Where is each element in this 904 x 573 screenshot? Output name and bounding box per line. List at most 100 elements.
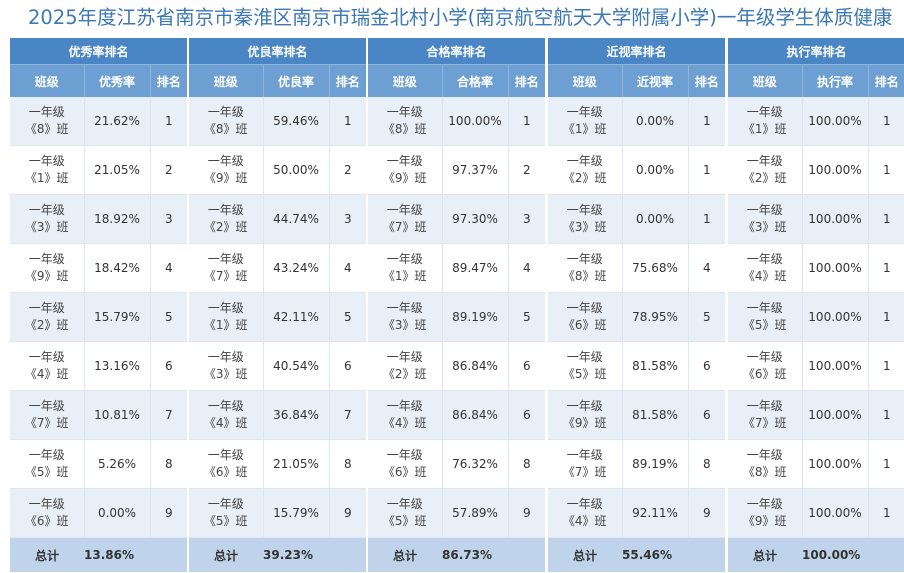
table-row: 一年级 《8》班 100.00% 1 xyxy=(728,439,904,489)
rank-value: 8 xyxy=(149,439,188,489)
class-cell: 一年级《7》班 xyxy=(10,390,84,440)
rank-value: 5 xyxy=(328,292,367,342)
rank-value: 6 xyxy=(687,390,726,440)
class-label: 《8》班 xyxy=(203,122,248,136)
grade-label: 一年级 xyxy=(207,497,244,511)
grade-label: 一年级 xyxy=(566,252,603,266)
grade-label: 一年级 xyxy=(28,203,65,217)
metric-value: 78.95% xyxy=(621,292,688,342)
class-cell: 一年级 《2》班 xyxy=(10,292,84,342)
rank-value: 6 xyxy=(149,341,188,391)
grade-label: 一年级 xyxy=(28,350,65,364)
class-label: 《2》班 xyxy=(742,171,787,185)
good-rank-table: 优良率排名 班级 优良率 排名 一年级 《8》班 59.46% 1 一年级 《9》班 50.00% 2… xyxy=(189,38,367,572)
total-label: 总计 xyxy=(728,537,802,572)
class-cell: 一年级《8》班 xyxy=(548,243,622,293)
grade-label: 一年级 xyxy=(207,301,244,315)
page-title: 2025年度江苏省南京市秦淮区南京市瑞金北村小学(南京航空航天大学附属小学)一年… xyxy=(28,6,893,29)
total-value: 13.86% xyxy=(84,537,188,572)
rank-value: 1 xyxy=(867,194,904,244)
table-title: 近视率排名 xyxy=(548,38,726,65)
grade-label: 一年级 xyxy=(566,448,603,462)
class-label: 《3》班 xyxy=(742,220,787,234)
table-row: 一年级 《1》班 89.47% 4 xyxy=(368,243,546,293)
rank-value: 1 xyxy=(687,194,726,244)
table-row: 一年级 《2》班 86.84% 6 xyxy=(368,341,546,391)
table-row: 一年级 《6》班 21.05% 8 xyxy=(189,439,367,489)
class-label: 《9》班 xyxy=(24,269,69,283)
rank-column-header: 排名 xyxy=(149,64,188,97)
class-label: 《7》班 xyxy=(562,465,607,479)
class-cell: 一年级 《9》班 xyxy=(10,243,84,293)
rank-value: 2 xyxy=(328,145,367,195)
table-row: 一年级 《6》班 78.95% 5 xyxy=(548,292,726,342)
rank-value: 9 xyxy=(687,488,726,538)
table-row: 一年级 《3》班 18.92% 3 xyxy=(10,194,188,244)
metric-value: 100.00% xyxy=(801,97,868,146)
class-cell: 一年级 《6》班 xyxy=(548,292,622,342)
table-row: 一年级 《8》班 59.46% 1 xyxy=(189,97,367,146)
grade-label: 一年级 xyxy=(386,301,423,315)
rank-value: 8 xyxy=(328,439,367,489)
table-row: 一年级 《7》班 89.19% 8 xyxy=(548,439,726,489)
class-label: 《6》班 xyxy=(382,465,427,479)
grade-label: 一年级 xyxy=(28,301,65,315)
rank-value: 1 xyxy=(867,341,904,391)
rank-value: 1 xyxy=(507,97,546,146)
class-label: 《5》班 xyxy=(203,514,248,528)
class-cell: 一年级 《1》班 xyxy=(368,243,442,293)
metric-value: 15.79% xyxy=(262,488,329,538)
rank-value: 1 xyxy=(867,292,904,342)
class-label: 《5》班 xyxy=(24,465,69,479)
class-cell: 一年级 《1》班 xyxy=(548,97,622,146)
class-cell: 一年级 《8》班 xyxy=(189,97,263,146)
grade-label: 一年级 xyxy=(28,154,65,168)
rank-value: 1 xyxy=(867,390,904,440)
table-row: 一年级 《7》班 43.24% 4 xyxy=(189,243,367,293)
table-row: 一年级 《5》班 100.00% 1 xyxy=(728,292,904,342)
class-label: 《1》班 xyxy=(203,318,248,332)
grade-label: 一年级 xyxy=(28,399,65,413)
class-cell: 一年级 《5》班 xyxy=(728,292,802,342)
metric-column-header: 优良率 xyxy=(262,64,329,97)
grade-label: 一年级 xyxy=(566,497,603,511)
metric-value: 100.00% xyxy=(801,341,868,391)
class-cell: 一年级《5》班 xyxy=(10,439,84,489)
total-row: 总计 13.86% xyxy=(10,537,188,572)
table-row: 一年级 《9》班 18.42% 4 xyxy=(10,243,188,293)
class-cell: 一年级 《9》班 xyxy=(368,145,442,195)
class-label: 《2》班 xyxy=(203,220,248,234)
rank-value: 6 xyxy=(687,341,726,391)
rank-value: 1 xyxy=(687,97,726,146)
class-label: 《3》班 xyxy=(382,318,427,332)
class-cell: 一年级 《8》班 xyxy=(368,97,442,146)
class-cell: 一年级 《1》班 xyxy=(728,97,802,146)
table-row: 一年级 《9》班 97.37% 2 xyxy=(368,145,546,195)
metric-value: 89.19% xyxy=(441,292,508,342)
grade-label: 一年级 xyxy=(386,105,423,119)
class-label: 《4》班 xyxy=(742,269,787,283)
class-column-header: 班级 xyxy=(728,64,802,97)
class-label: 《8》班 xyxy=(562,269,607,283)
rank-value: 2 xyxy=(149,145,188,195)
rank-value: 1 xyxy=(687,145,726,195)
total-label: 总计 xyxy=(10,537,84,572)
grade-label: 一年级 xyxy=(207,252,244,266)
rank-value: 9 xyxy=(149,488,188,538)
class-cell: 一年级 《7》班 xyxy=(728,390,802,440)
metric-value: 100.00% xyxy=(441,97,508,146)
class-label: 《5》班 xyxy=(742,318,787,332)
table-row: 一年级 《1》班 21.05% 2 xyxy=(10,145,188,195)
class-label: 《7》班 xyxy=(24,416,69,430)
execution-rank-table: 执行率排名 班级 执行率 排名 一年级 《1》班 100.00% 1 一年级 《2》班 100.00… xyxy=(728,38,904,572)
class-cell: 一年级 《5》班 xyxy=(368,488,442,538)
metric-value: 5.26% xyxy=(83,439,150,489)
rank-column-header: 排名 xyxy=(867,64,904,97)
rank-value: 1 xyxy=(867,243,904,293)
grade-label: 一年级 xyxy=(386,448,423,462)
grade-label: 一年级 xyxy=(28,448,65,462)
rank-value: 1 xyxy=(867,97,904,146)
metric-value: 86.84% xyxy=(441,341,508,391)
class-cell: 一年级 《1》班 xyxy=(10,145,84,195)
rank-value: 6 xyxy=(328,341,367,391)
